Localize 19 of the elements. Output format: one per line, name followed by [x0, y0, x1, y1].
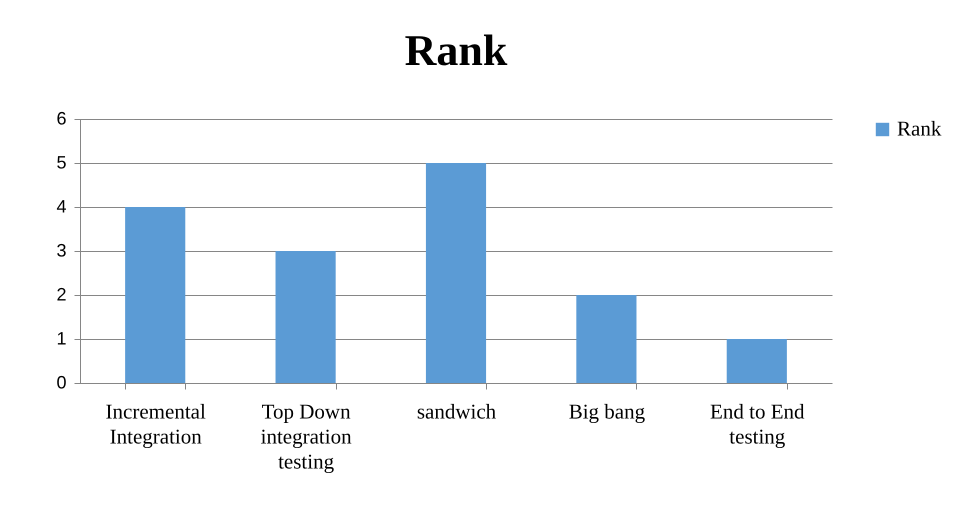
bar: [276, 251, 336, 383]
legend-label: Rank: [897, 116, 942, 140]
x-tick-label: Top Down integration testing: [260, 400, 352, 474]
bar: [576, 295, 636, 383]
x-tick-label: sandwich: [416, 400, 497, 424]
bar: [426, 163, 486, 383]
y-tick-label: 6: [56, 108, 66, 128]
y-tick-label: 0: [56, 372, 66, 392]
x-tick-label: End to End testing: [710, 400, 806, 448]
chart-title: Rank: [404, 26, 508, 75]
bar: [726, 339, 787, 383]
y-tick-label: 2: [56, 284, 66, 304]
x-tick-label: Incremental Integration: [106, 400, 206, 448]
bar: [125, 207, 186, 383]
x-tick-label: Big bang: [568, 400, 646, 424]
y-tick-label: 1: [56, 328, 66, 348]
y-tick-label: 5: [56, 152, 66, 172]
y-tick-label: 3: [56, 240, 66, 260]
y-tick-label: 4: [56, 196, 66, 216]
